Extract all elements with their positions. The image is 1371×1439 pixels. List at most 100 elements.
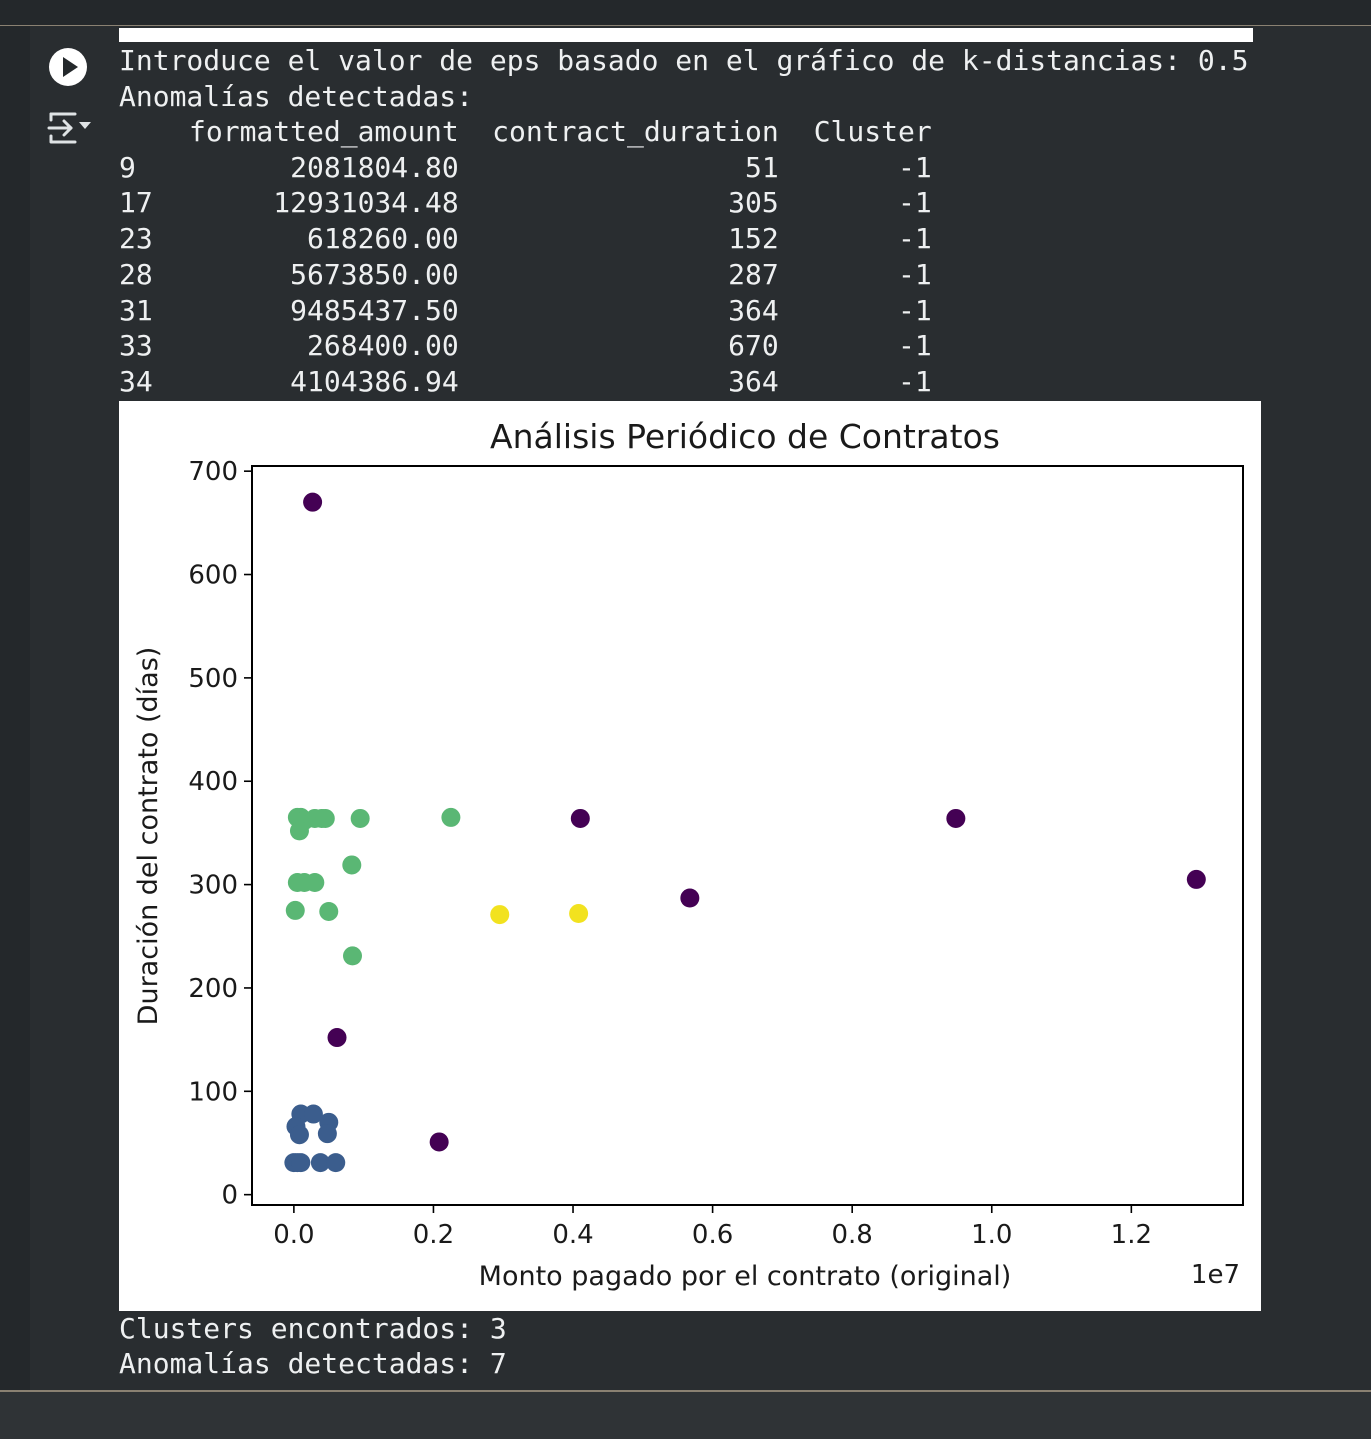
cell-divider-top [0, 25, 1371, 26]
contract-duration-cell: 364 [728, 364, 779, 398]
anomaly-point [680, 888, 700, 908]
formatted-amount-cell: 12931034.48 [273, 186, 459, 220]
cluster-cell: -1 [898, 257, 932, 291]
row-index: 9 [119, 150, 136, 184]
y-tick-label: 400 [188, 767, 238, 797]
cluster-point [441, 807, 461, 827]
formatted-amount-cell: 5673850.00 [290, 257, 459, 291]
row-index: 23 [119, 222, 153, 256]
x-tick-label: 0.4 [552, 1220, 593, 1250]
cluster-cell: -1 [898, 222, 932, 256]
eps-prompt-line: Introduce el valor de eps basado en el g… [119, 44, 1249, 77]
x-axis-label: Monto pagado por el contrato (original) [479, 1261, 1012, 1292]
column-header-contract-duration: contract_duration [492, 115, 779, 148]
table-row: 31 9485437.50 364 -1 [119, 293, 932, 329]
formatted-amount-cell: 268400.00 [307, 329, 459, 363]
formatted-amount-cell: 2081804.80 [290, 150, 459, 184]
cluster-point [490, 905, 510, 925]
scatter-plot-figure: Análisis Periódico de Contratos 0.0 0.2 0.… [119, 401, 1261, 1311]
y-tick-label: 500 [188, 664, 238, 694]
contract-duration-cell: 152 [728, 222, 779, 256]
cluster-point [342, 946, 362, 966]
row-index: 17 [119, 186, 153, 220]
y-tick-label: 300 [188, 871, 238, 901]
cluster-point [303, 1104, 323, 1124]
y-tick-label: 100 [188, 1077, 238, 1107]
cluster-point [285, 900, 305, 920]
cluster-point [350, 808, 370, 828]
column-header-formatted-amount: formatted_amount [189, 115, 459, 148]
bottom-strip [0, 1392, 1371, 1439]
table-row: 9 2081804.80 51 -1 [119, 150, 932, 186]
x-tick-label: 1.2 [1111, 1220, 1152, 1250]
cluster-point [569, 904, 589, 924]
anomalies-count-line: Anomalías detectadas: 7 [119, 1347, 507, 1380]
y-tick-label: 600 [188, 561, 238, 591]
cluster-cell: -1 [898, 186, 932, 220]
contract-duration-cell: 51 [745, 150, 779, 184]
cluster-cell: -1 [898, 150, 932, 184]
formatted-amount-cell: 618260.00 [307, 222, 459, 256]
table-row: 28 5673850.00 287 -1 [119, 257, 932, 293]
cluster-cell: -1 [898, 364, 932, 398]
cluster-cell: -1 [898, 293, 932, 327]
table-row: 34 4104386.94 364 -1 [119, 364, 932, 400]
y-tick-label: 200 [188, 974, 238, 1004]
formatted-amount-cell: 4104386.94 [290, 364, 459, 398]
contract-duration-cell: 287 [728, 257, 779, 291]
y-tick-label: 0 [221, 1181, 238, 1211]
scatter-plot: Análisis Periódico de Contratos 0.0 0.2 0.… [133, 417, 1244, 1292]
cell-divider-bottom [0, 1390, 1371, 1392]
anomalies-heading: Anomalías detectadas: [119, 80, 474, 113]
x-tick-label: 0.0 [273, 1220, 314, 1250]
cluster-point [291, 1153, 311, 1173]
column-header-index [119, 114, 189, 150]
row-index: 34 [119, 364, 153, 398]
table-row: 33 268400.00 670 -1 [119, 328, 932, 364]
cluster-point [305, 873, 325, 893]
y-axis-label: Duración del contrato (días) [133, 647, 164, 1026]
chart-title: Análisis Periódico de Contratos [490, 417, 1000, 456]
x-tick-label: 0.8 [832, 1220, 873, 1250]
play-icon [63, 57, 78, 77]
clusters-found-line: Clusters encontrados: 3 [119, 1312, 507, 1345]
table-header-row: formatted_amount contract_duration Clust… [119, 114, 932, 150]
x-axis-offset-text: 1e7 [1191, 1260, 1240, 1290]
cluster-point [310, 1153, 330, 1173]
anomaly-point [327, 1028, 347, 1048]
cluster-cell: -1 [898, 329, 932, 363]
anomaly-point [946, 808, 966, 828]
cluster-point [317, 1124, 337, 1144]
cluster-point [342, 855, 362, 875]
cluster-point [319, 901, 339, 921]
cell-gutter [0, 26, 30, 1390]
row-index: 31 [119, 293, 153, 327]
x-tick-label: 1.0 [971, 1220, 1012, 1250]
x-tick-label: 0.6 [692, 1220, 733, 1250]
anomaly-point [1186, 869, 1206, 889]
top-strip [0, 0, 1371, 26]
plot-area-frame [251, 465, 1244, 1206]
anomaly-point [303, 492, 323, 512]
cluster-point [326, 1153, 346, 1173]
x-tick-label: 0.2 [413, 1220, 454, 1250]
previous-output-edge [119, 28, 1253, 42]
table-row: 17 12931034.48 305 -1 [119, 185, 932, 221]
anomalies-table: formatted_amount contract_duration Clust… [119, 114, 932, 400]
output-toggle-icon [47, 112, 91, 144]
row-index: 33 [119, 329, 153, 363]
anomaly-point [429, 1132, 449, 1152]
contract-duration-cell: 364 [728, 293, 779, 327]
row-index: 28 [119, 257, 153, 291]
anomaly-point [570, 808, 590, 828]
table-row: 23 618260.00 152 -1 [119, 221, 932, 257]
column-header-cluster: Cluster [813, 115, 932, 148]
run-cell-button[interactable] [49, 48, 87, 86]
cluster-point [289, 1125, 309, 1145]
output-toggle-button[interactable] [47, 108, 93, 148]
contract-duration-cell: 305 [728, 186, 779, 220]
cluster-point [315, 808, 335, 828]
contract-duration-cell: 670 [728, 329, 779, 363]
formatted-amount-cell: 9485437.50 [290, 293, 459, 327]
y-tick-label: 700 [188, 457, 238, 487]
